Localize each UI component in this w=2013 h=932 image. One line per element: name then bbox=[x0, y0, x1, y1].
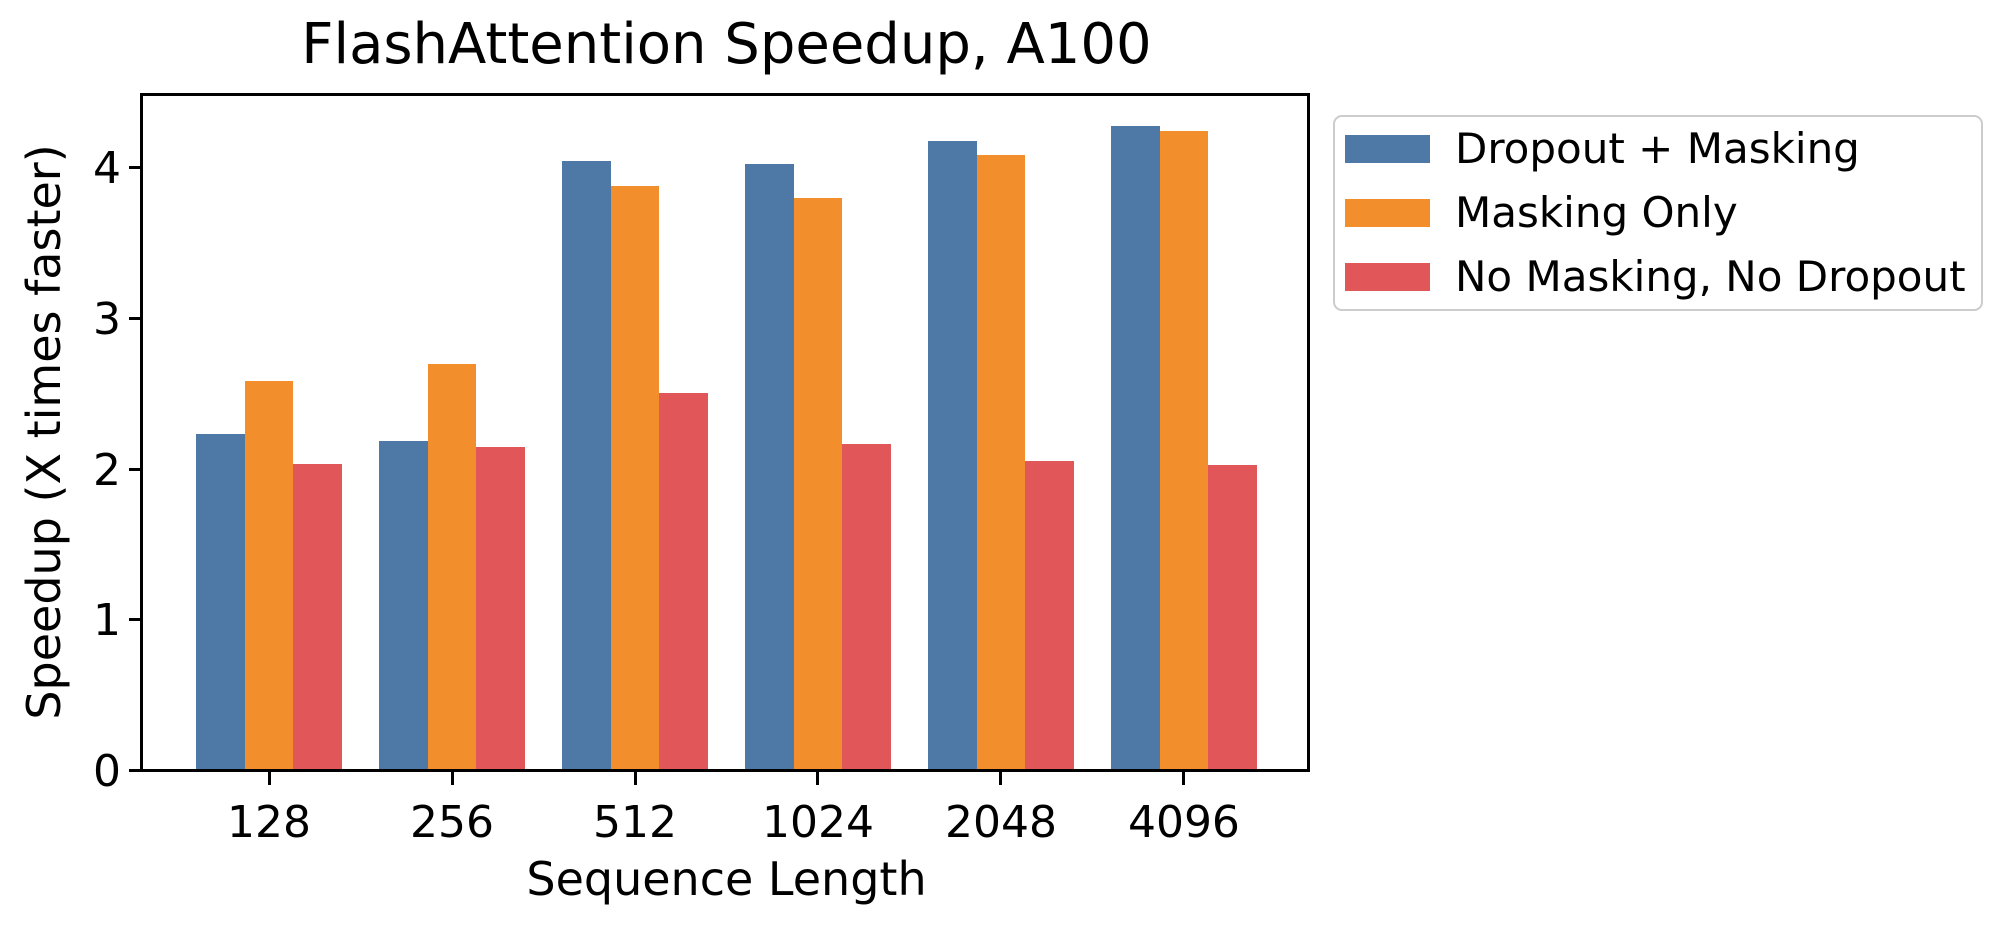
bar-1024-series0 bbox=[745, 164, 794, 771]
bar-1024-series2 bbox=[842, 444, 891, 771]
legend-item: No Masking, No Dropout bbox=[1335, 256, 1981, 298]
legend: Dropout + Masking Masking Only No Maskin… bbox=[1333, 115, 1983, 311]
bar-1024-series1 bbox=[793, 198, 843, 771]
y-tick-label: 3 bbox=[93, 294, 121, 345]
bar-4096-series0 bbox=[1111, 126, 1160, 771]
y-tick-mark bbox=[129, 317, 143, 320]
bar-512-series0 bbox=[562, 161, 611, 771]
legend-label: Dropout + Masking bbox=[1455, 124, 1860, 173]
bar-128-series0 bbox=[196, 434, 245, 771]
x-tick-mark bbox=[633, 771, 637, 785]
bar-256-series0 bbox=[379, 441, 428, 771]
x-axis-label: Sequence Length bbox=[526, 852, 927, 906]
legend-swatch-blue bbox=[1345, 135, 1430, 163]
y-tick-label: 4 bbox=[93, 143, 121, 195]
x-tick-label: 2048 bbox=[944, 797, 1057, 848]
spine-left bbox=[140, 93, 143, 771]
bar-128-series2 bbox=[293, 464, 342, 771]
x-tick-label: 1024 bbox=[761, 797, 874, 848]
x-tick-mark bbox=[999, 771, 1003, 785]
spine-right bbox=[1307, 93, 1310, 771]
y-tick-mark bbox=[129, 618, 143, 622]
y-tick-label: 1 bbox=[93, 595, 121, 647]
x-tick-mark bbox=[816, 771, 820, 785]
x-tick-label: 4096 bbox=[1127, 797, 1240, 848]
legend-swatch-red bbox=[1345, 263, 1430, 291]
chart-title: FlashAttention Speedup, A100 bbox=[301, 12, 1152, 77]
bar-2048-series1 bbox=[976, 155, 1026, 771]
x-tick-mark bbox=[450, 771, 454, 785]
bar-4096-series2 bbox=[1208, 465, 1257, 771]
y-tick-mark bbox=[129, 467, 143, 471]
y-tick-mark bbox=[129, 166, 143, 170]
legend-item: Dropout + Masking bbox=[1335, 128, 1981, 170]
bar-256-series2 bbox=[476, 447, 525, 771]
y-tick-mark bbox=[129, 769, 143, 772]
legend-label: No Masking, No Dropout bbox=[1455, 252, 1966, 301]
bar-2048-series2 bbox=[1025, 461, 1074, 771]
legend-label: Masking Only bbox=[1455, 188, 1738, 237]
x-tick-label: 256 bbox=[410, 797, 494, 848]
x-tick-label: 512 bbox=[593, 797, 677, 848]
y-tick-label: 2 bbox=[93, 444, 121, 496]
legend-swatch-orange bbox=[1345, 199, 1430, 227]
bar-2048-series0 bbox=[928, 141, 977, 771]
x-tick-mark bbox=[1182, 771, 1186, 785]
y-tick-label: 0 bbox=[93, 746, 121, 797]
bar-512-series2 bbox=[659, 393, 708, 771]
plot-area bbox=[143, 93, 1310, 771]
bar-4096-series1 bbox=[1159, 131, 1209, 771]
bar-512-series1 bbox=[610, 186, 660, 771]
x-tick-mark bbox=[267, 771, 271, 785]
legend-item: Masking Only bbox=[1335, 192, 1981, 234]
bar-128-series1 bbox=[244, 381, 294, 771]
spine-top bbox=[140, 93, 1310, 96]
bar-256-series1 bbox=[427, 364, 477, 771]
x-tick-label: 128 bbox=[227, 797, 312, 848]
spine-bottom bbox=[140, 769, 1310, 772]
